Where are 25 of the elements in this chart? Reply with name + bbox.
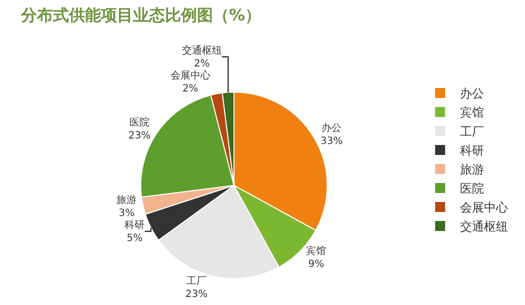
data-label: 33% — [320, 136, 343, 148]
chart-title: 分布式供能项目业态比例图（%） — [20, 5, 262, 24]
legend-label: 会展中心 — [460, 200, 508, 215]
legend-label: 办公 — [460, 86, 484, 101]
data-label: 5% — [126, 232, 143, 244]
slice-label: 科研 — [124, 218, 145, 231]
slice-label: 医院 — [129, 116, 150, 129]
slice-label: 旅游 — [116, 194, 137, 206]
legend-label: 工厂 — [460, 124, 484, 139]
slice-label: 宾馆 — [306, 245, 326, 258]
data-label: 2% — [194, 58, 210, 70]
data-label: 23% — [128, 130, 151, 142]
data-label: 2% — [182, 83, 198, 94]
legend-label: 医院 — [460, 182, 484, 196]
data-label: 3% — [118, 208, 135, 219]
slice-label: 工厂 — [186, 276, 207, 287]
legend-label: 交通枢纽 — [460, 220, 508, 234]
legend-label: 旅游 — [460, 162, 484, 177]
slice-label: 办公 — [322, 122, 342, 134]
slice-label: 会展中心 — [170, 69, 210, 82]
legend-label: 科研 — [460, 144, 484, 158]
data-label: 23% — [185, 288, 208, 300]
data-label: 9% — [308, 259, 324, 270]
legend-label: 宾馆 — [460, 106, 484, 120]
slice-label: 交通枢纽 — [182, 44, 222, 56]
